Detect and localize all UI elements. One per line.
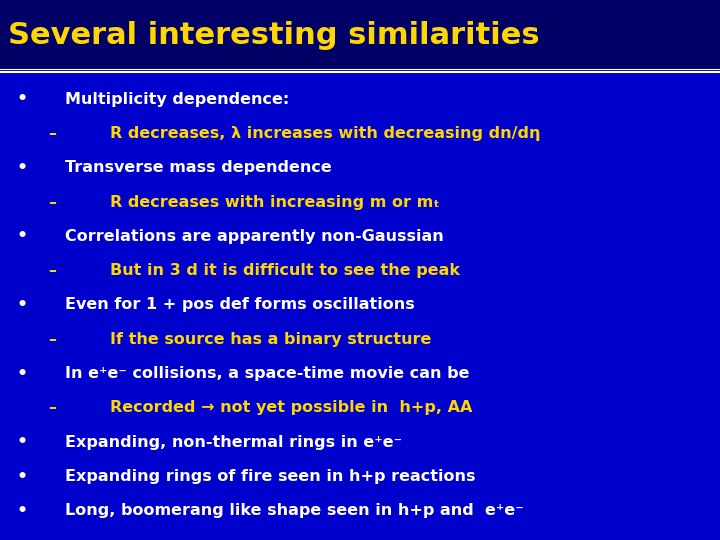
Text: –: – bbox=[48, 263, 56, 278]
Text: •: • bbox=[17, 159, 27, 177]
Text: •: • bbox=[17, 468, 27, 485]
Text: Several interesting similarities: Several interesting similarities bbox=[8, 22, 539, 51]
Text: •: • bbox=[17, 296, 27, 314]
Text: •: • bbox=[17, 433, 27, 451]
Text: •: • bbox=[17, 90, 27, 108]
Text: R decreases, λ increases with decreasing dn/dη: R decreases, λ increases with decreasing… bbox=[110, 126, 541, 141]
Text: Long, boomerang like shape seen in h+p and  e⁺e⁻: Long, boomerang like shape seen in h+p a… bbox=[65, 503, 523, 518]
Text: Multiplicity dependence:: Multiplicity dependence: bbox=[65, 92, 289, 107]
Text: In e⁺e⁻ collisions, a space-time movie can be: In e⁺e⁻ collisions, a space-time movie c… bbox=[65, 366, 469, 381]
Text: •: • bbox=[17, 364, 27, 383]
Text: If the source has a binary structure: If the source has a binary structure bbox=[110, 332, 431, 347]
Text: Recorded → not yet possible in  h+p, AA: Recorded → not yet possible in h+p, AA bbox=[110, 401, 472, 415]
Text: Correlations are apparently non-Gaussian: Correlations are apparently non-Gaussian bbox=[65, 229, 444, 244]
Text: R decreases with increasing m or mₜ: R decreases with increasing m or mₜ bbox=[110, 194, 439, 210]
Text: Expanding, non-thermal rings in e⁺e⁻: Expanding, non-thermal rings in e⁺e⁻ bbox=[65, 435, 402, 450]
Text: –: – bbox=[48, 401, 56, 415]
Text: But in 3 d it is difficult to see the peak: But in 3 d it is difficult to see the pe… bbox=[110, 263, 460, 278]
Text: –: – bbox=[48, 194, 56, 210]
Text: Expanding rings of fire seen in h+p reactions: Expanding rings of fire seen in h+p reac… bbox=[65, 469, 475, 484]
Text: –: – bbox=[48, 332, 56, 347]
Bar bbox=[0, 0, 720, 72]
Text: •: • bbox=[17, 502, 27, 520]
Text: –: – bbox=[48, 126, 56, 141]
Text: Even for 1 + pos def forms oscillations: Even for 1 + pos def forms oscillations bbox=[65, 298, 415, 313]
Text: Transverse mass dependence: Transverse mass dependence bbox=[65, 160, 332, 176]
Text: •: • bbox=[17, 227, 27, 245]
